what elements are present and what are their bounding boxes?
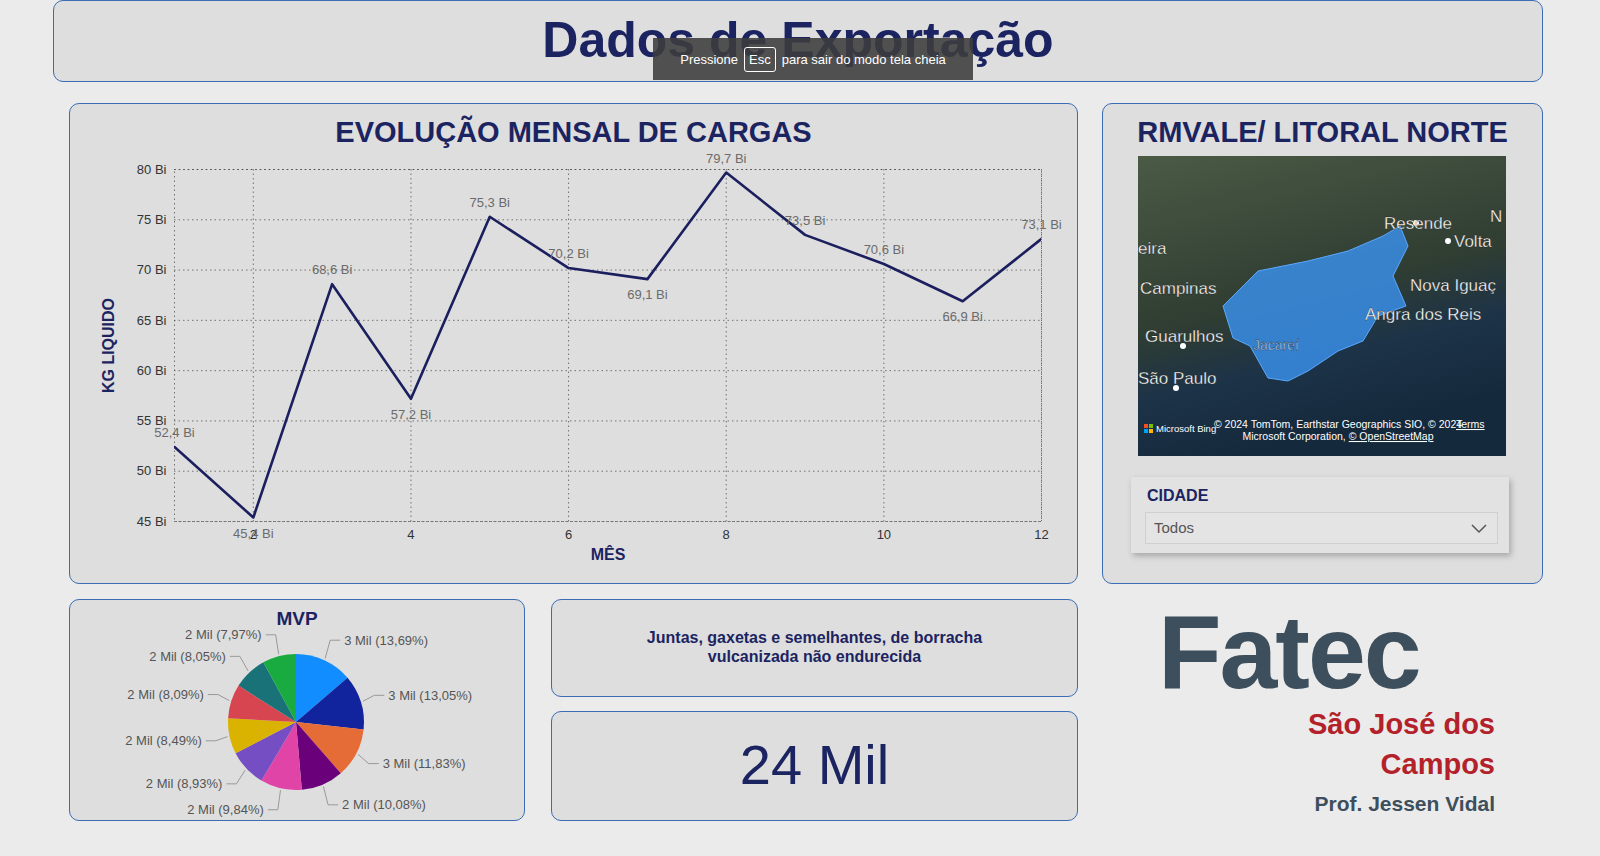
- html-text:MVP: MVP: [276, 608, 318, 629]
- svg-text:3 Mil (13,05%): 3 Mil (13,05%): [388, 688, 472, 703]
- svg-text:N: N: [1490, 207, 1502, 226]
- svg-text:8: 8: [723, 527, 730, 542]
- svg-text:70 Bi: 70 Bi: [137, 262, 167, 277]
- svg-text:Volta: Volta: [1454, 232, 1492, 251]
- svg-text:3 Mil (13,69%): 3 Mil (13,69%): [344, 633, 428, 648]
- svg-text:55 Bi: 55 Bi: [136, 413, 167, 429]
- svg-text:2 Mil (9,84%): 2 Mil (9,84%): [187, 802, 264, 817]
- svg-text:69,1 Bi: 69,1 Bi: [627, 287, 668, 302]
- svg-text:68,6 Bi: 68,6 Bi: [312, 262, 353, 277]
- svg-text:60 Bi: 60 Bi: [137, 363, 167, 378]
- svg-text:2 Mil (10,08%): 2 Mil (10,08%): [342, 797, 426, 812]
- svg-text:12: 12: [1034, 527, 1048, 542]
- svg-text:10: 10: [877, 527, 891, 542]
- svg-text:73,5 Bi: 73,5 Bi: [785, 213, 826, 228]
- svg-text:Terms: Terms: [1456, 418, 1485, 430]
- svg-text:66,9 Bi: 66,9 Bi: [942, 309, 983, 324]
- svg-text:2 Mil (7,97%): 2 Mil (7,97%): [185, 627, 262, 642]
- svg-text:75,3 Bi: 75,3 Bi: [470, 195, 511, 210]
- html-text:Todos: Todos: [1154, 519, 1194, 536]
- svg-text:70,6 Bi: 70,6 Bi: [864, 242, 905, 257]
- html-text:EVOLUÇÃO MENSAL DE CARGAS: EVOLUÇÃO MENSAL DE CARGAS: [335, 116, 812, 148]
- svg-text:KG LIQUIDO: KG LIQUIDO: [100, 298, 117, 393]
- html-text:São José dos Campos: São José dos Campos: [1308, 708, 1495, 780]
- svg-text:79,7 Bi: 79,7 Bi: [706, 151, 747, 166]
- svg-text:2 Mil (8,05%): 2 Mil (8,05%): [149, 649, 226, 664]
- svg-text:Campinas: Campinas: [1140, 279, 1217, 298]
- svg-text:3 Mil (11,83%): 3 Mil (11,83%): [383, 756, 466, 771]
- html-text:RMVALE/ LITORAL NORTE: RMVALE/ LITORAL NORTE: [1137, 116, 1508, 148]
- svg-text:2 Mil (8,93%): 2 Mil (8,93%): [146, 776, 223, 791]
- html-text:Prof. Jessen Vidal: Prof. Jessen Vidal: [1314, 792, 1495, 815]
- svg-text:São Paulo: São Paulo: [1138, 369, 1216, 388]
- svg-text:MÊS: MÊS: [591, 545, 626, 563]
- svg-text:Resende: Resende: [1384, 214, 1452, 233]
- html-text:Juntas, gaxetas e semelhantes,: Juntas, gaxetas e semelhantes, de borrac…: [646, 629, 983, 665]
- svg-text:57,2 Bi: 57,2 Bi: [391, 407, 432, 422]
- svg-text:80 Bi: 80 Bi: [137, 162, 167, 177]
- html-text:Pressione: Pressione: [680, 51, 738, 67]
- svg-text:eira: eira: [1138, 239, 1167, 258]
- svg-text:Guarulhos: Guarulhos: [1145, 327, 1223, 346]
- html-text:CIDADE: CIDADE: [1147, 487, 1209, 504]
- svg-text:65 Bi: 65 Bi: [137, 313, 167, 328]
- svg-text:6: 6: [565, 527, 572, 542]
- html-text:Dados de Exportação: Dados de Exportação: [542, 12, 1054, 68]
- svg-text:52,4 Bi: 52,4 Bi: [154, 425, 195, 440]
- svg-text:45 Bi: 45 Bi: [137, 514, 167, 529]
- svg-text:70,2 Bi: 70,2 Bi: [548, 246, 589, 261]
- svg-text:50 Bi: 50 Bi: [137, 463, 167, 478]
- svg-text:Jacareí: Jacareí: [1253, 337, 1299, 353]
- html-text:Fatec: Fatec: [1158, 594, 1420, 710]
- svg-text:Angra dos Reis: Angra dos Reis: [1365, 305, 1481, 324]
- svg-text:45,4 Bi: 45,4 Bi: [233, 526, 274, 541]
- svg-text:2 Mil (8,09%): 2 Mil (8,09%): [127, 687, 204, 702]
- svg-text:© 2024 TomTom, Earthstar Geogr: © 2024 TomTom, Earthstar Geographics SIO…: [1214, 418, 1462, 442]
- svg-text:4: 4: [407, 527, 414, 542]
- svg-text:2 Mil (8,49%): 2 Mil (8,49%): [125, 733, 202, 748]
- svg-text:Microsoft Bing: Microsoft Bing: [1156, 423, 1216, 434]
- svg-text:Nova Iguaç: Nova Iguaç: [1410, 276, 1496, 295]
- html-text:para sair do modo tela cheia: para sair do modo tela cheia: [781, 51, 946, 67]
- html-text:24 Mil: 24 Mil: [739, 733, 890, 796]
- svg-text:73,1 Bi: 73,1 Bi: [1021, 217, 1062, 232]
- html-text:Esc: Esc: [749, 51, 771, 67]
- svg-text:75 Bi: 75 Bi: [137, 212, 167, 227]
